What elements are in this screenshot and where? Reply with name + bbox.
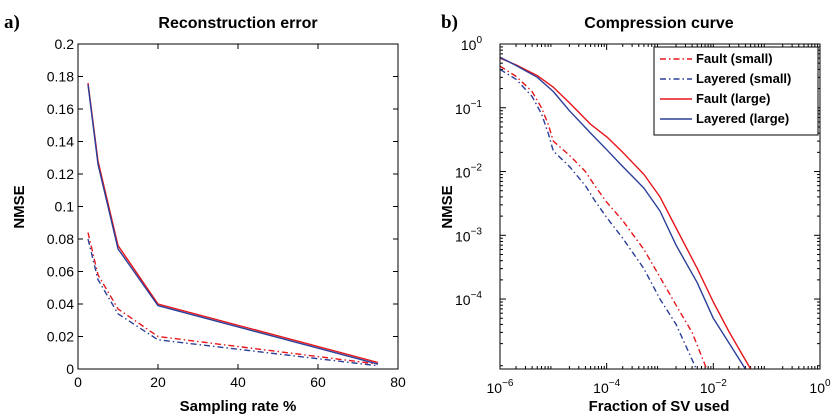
b-ytick-label: 10−4 (455, 290, 482, 308)
panel-b-xlabel: Fraction of SV used (589, 398, 730, 415)
b-ytick-label: 10−1 (455, 99, 482, 117)
b-xtick-label: 10−6 (487, 378, 514, 396)
panel-b-ylabel: NMSE (439, 185, 456, 228)
a-ytick-label: 0.02 (47, 329, 74, 345)
legend-label-2: Fault (large) (696, 91, 770, 106)
a-xtick-label: 20 (150, 374, 166, 390)
b-xtick-label: 100 (809, 378, 831, 396)
a-series-line-2 (88, 83, 378, 363)
legend-label-3: Layered (large) (696, 111, 789, 126)
a-xtick-label: 0 (74, 374, 82, 390)
b-xtick-label: 10−2 (700, 378, 727, 396)
b-ytick-label: 10−2 (455, 163, 482, 181)
a-xtick-label: 40 (230, 374, 246, 390)
a-series-line-0 (88, 233, 378, 365)
b-ytick-label: 10−3 (455, 226, 482, 244)
a-ytick-label: 0.2 (55, 36, 75, 52)
legend-label-0: Fault (small) (696, 51, 773, 66)
a-ytick-label: 0.06 (47, 264, 74, 280)
a-xtick-label: 60 (310, 374, 326, 390)
panel-a-axes-frame (78, 44, 398, 369)
panel-a-ylabel: NMSE (11, 185, 28, 228)
a-ytick-label: 0 (66, 361, 74, 377)
a-ytick-label: 0.08 (47, 231, 74, 247)
panel-a-title: Reconstruction error (158, 15, 317, 32)
a-ytick-label: 0.04 (47, 296, 74, 312)
panel-b-legend: Fault (small) Layered (small) Fault (large… (654, 47, 818, 135)
a-xtick-label: 80 (390, 374, 406, 390)
a-series-line-1 (88, 239, 378, 366)
panel-b-label: b) (441, 12, 458, 33)
b-xtick-label: 10−4 (593, 378, 620, 396)
panel-a-chart: a) Reconstruction error Sampling rate % … (4, 12, 406, 415)
a-ytick-label: 0.16 (47, 101, 74, 117)
b-ytick-label: 100 (461, 35, 483, 53)
a-ytick-label: 0.18 (47, 69, 74, 85)
a-ytick-label: 0.12 (47, 166, 74, 182)
legend-label-1: Layered (small) (696, 71, 791, 86)
panel-a-xlabel: Sampling rate % (180, 398, 297, 415)
a-ytick-label: 0.14 (47, 134, 74, 150)
panel-a-label: a) (4, 12, 20, 33)
a-ytick-label: 0.1 (55, 199, 75, 215)
panel-b-title: Compression curve (584, 15, 733, 32)
panel-b-chart: b) Compression curve Fraction of SV used… (439, 12, 831, 415)
